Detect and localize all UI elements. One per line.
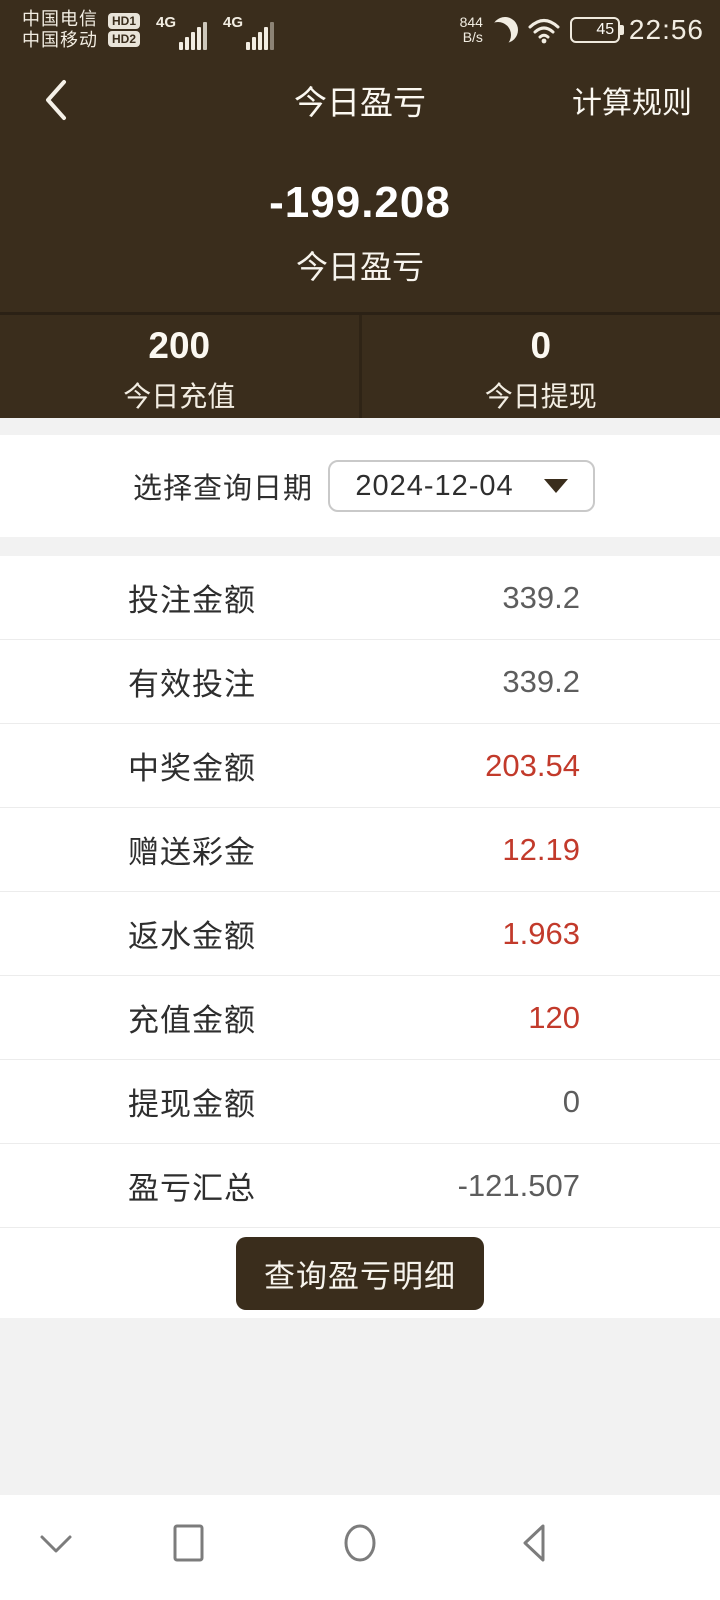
row-winning-amount: 中奖金额 203.54 bbox=[0, 724, 720, 808]
row-label: 中奖金额 bbox=[128, 751, 256, 786]
button-area: 查询盈亏明细 bbox=[0, 1228, 720, 1318]
speed-value: 844 bbox=[459, 14, 483, 30]
row-value: 339.2 bbox=[502, 579, 580, 615]
signal-group-1: 4G bbox=[156, 10, 208, 50]
today-profit-label: 今日盈亏 bbox=[295, 249, 424, 285]
carrier-names: 中国电信 中国移动 bbox=[22, 9, 98, 51]
square-recents-icon[interactable] bbox=[168, 1521, 208, 1570]
today-deposit-cell: 200 今日充值 bbox=[0, 315, 362, 418]
network-speed: 844 B/s bbox=[460, 15, 483, 45]
row-label: 投注金额 bbox=[128, 583, 256, 618]
row-value: 12.19 bbox=[502, 831, 580, 867]
carrier-1: 中国电信 bbox=[22, 9, 98, 29]
row-value: 0 bbox=[562, 1083, 580, 1119]
back-button[interactable] bbox=[40, 78, 70, 122]
page-title: 今日盈亏 bbox=[294, 84, 426, 121]
divider-strip bbox=[0, 418, 720, 435]
divider-strip bbox=[0, 537, 720, 556]
signal-bars-icon bbox=[179, 10, 208, 50]
wifi-icon bbox=[528, 19, 560, 44]
row-label: 有效投注 bbox=[128, 667, 256, 702]
hd1-badge: HD1 bbox=[108, 13, 141, 29]
row-value: 203.54 bbox=[485, 747, 580, 783]
hd-badges: HD1 HD2 bbox=[108, 13, 141, 47]
status-left: 中国电信 中国移动 HD1 HD2 4G 4G bbox=[22, 9, 275, 51]
row-deposit-amount: 充值金额 120 bbox=[0, 976, 720, 1060]
calculation-rules-link[interactable]: 计算规则 bbox=[572, 87, 692, 120]
row-rebate: 返水金额 1.963 bbox=[0, 892, 720, 976]
network-type-1: 4G bbox=[156, 14, 177, 31]
speed-unit: B/s bbox=[462, 29, 483, 45]
row-withdraw-amount: 提现金额 0 bbox=[0, 1060, 720, 1144]
chevron-down-icon[interactable] bbox=[36, 1521, 76, 1570]
row-value: 339.2 bbox=[502, 663, 580, 699]
detail-list: 投注金额 339.2 有效投注 339.2 中奖金额 203.54 赠送彩金 1… bbox=[0, 556, 720, 1228]
caret-down-icon bbox=[543, 479, 568, 493]
today-withdraw-value: 0 bbox=[530, 325, 552, 366]
row-label: 充值金额 bbox=[128, 1003, 256, 1038]
battery-level: 45 bbox=[596, 21, 615, 38]
clock: 22:56 bbox=[628, 14, 704, 45]
today-withdraw-label: 今日提现 bbox=[484, 381, 597, 412]
row-bet-amount: 投注金额 339.2 bbox=[0, 556, 720, 640]
row-value: -121.507 bbox=[457, 1167, 580, 1203]
today-deposit-value: 200 bbox=[148, 325, 211, 366]
date-select[interactable]: 2024-12-04 bbox=[328, 460, 596, 512]
triangle-back-icon[interactable] bbox=[516, 1521, 556, 1570]
today-deposit-label: 今日充值 bbox=[123, 381, 236, 412]
moon-icon bbox=[492, 17, 518, 43]
row-label: 赠送彩金 bbox=[128, 835, 256, 870]
bottom-spacer bbox=[0, 1318, 720, 1495]
row-profit-total: 盈亏汇总 -121.507 bbox=[0, 1144, 720, 1228]
row-value: 1.963 bbox=[502, 915, 580, 951]
row-label: 提现金额 bbox=[128, 1087, 256, 1122]
summary-section: 200 今日充值 0 今日提现 bbox=[0, 312, 720, 418]
network-type-2: 4G bbox=[223, 14, 244, 31]
query-profit-detail-button[interactable]: 查询盈亏明细 bbox=[236, 1236, 484, 1310]
hero-section: -199.208 今日盈亏 bbox=[0, 140, 720, 312]
status-bar: 中国电信 中国移动 HD1 HD2 4G 4G 844 bbox=[0, 0, 720, 60]
circle-home-icon[interactable] bbox=[338, 1521, 382, 1570]
today-profit-amount: -199.208 bbox=[269, 178, 451, 227]
date-picker-label: 选择查询日期 bbox=[133, 473, 314, 505]
signal-group-2: 4G bbox=[223, 10, 275, 50]
status-right: 844 B/s 45 22:56 bbox=[460, 14, 704, 46]
row-valid-bet: 有效投注 339.2 bbox=[0, 640, 720, 724]
date-picker-row: 选择查询日期 2024-12-04 bbox=[0, 435, 720, 537]
row-label: 盈亏汇总 bbox=[128, 1171, 256, 1206]
date-value: 2024-12-04 bbox=[355, 469, 514, 502]
android-nav-bar bbox=[0, 1495, 720, 1592]
today-withdraw-cell: 0 今日提现 bbox=[362, 315, 720, 418]
hd2-badge: HD2 bbox=[108, 31, 141, 47]
carrier-2: 中国移动 bbox=[22, 30, 98, 50]
row-bonus: 赠送彩金 12.19 bbox=[0, 808, 720, 892]
row-label: 返水金额 bbox=[128, 919, 256, 954]
battery-icon: 45 bbox=[569, 17, 624, 43]
row-value: 120 bbox=[528, 999, 580, 1035]
app-header: 今日盈亏 计算规则 bbox=[0, 60, 720, 140]
signal-bars-icon bbox=[246, 10, 275, 50]
